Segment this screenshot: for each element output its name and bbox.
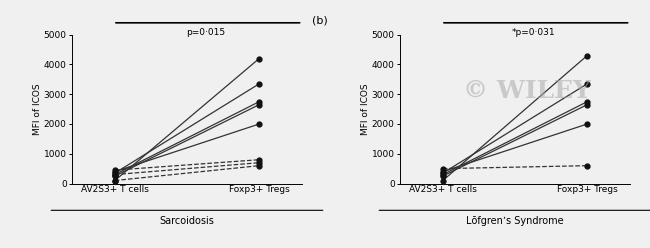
Text: © WILEY: © WILEY (463, 79, 590, 103)
Text: *p=0·031: *p=0·031 (512, 28, 555, 37)
Text: (b): (b) (312, 15, 328, 25)
Text: p=0·015: p=0·015 (186, 28, 225, 37)
Text: Lōfgrenʼs Syndrome: Lōfgrenʼs Syndrome (466, 216, 564, 226)
Text: Sarcoidosis: Sarcoidosis (159, 216, 214, 226)
Y-axis label: MFI of ICOS: MFI of ICOS (33, 83, 42, 135)
Y-axis label: MFI of ICOS: MFI of ICOS (361, 83, 370, 135)
